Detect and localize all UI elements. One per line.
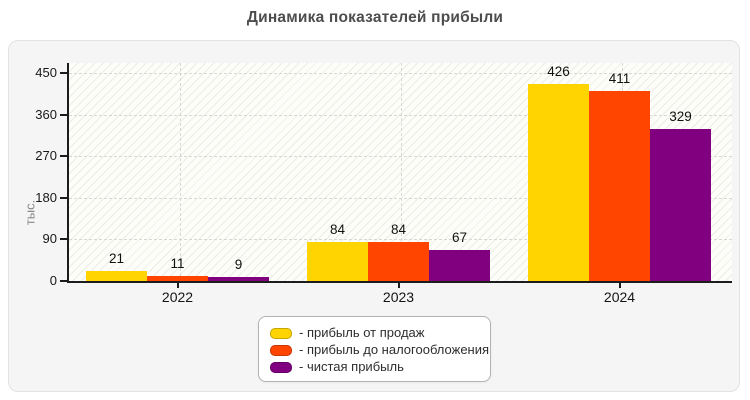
legend-label: - прибыль до налогообложения bbox=[299, 342, 490, 357]
gridline-v bbox=[400, 63, 402, 281]
legend-swatch-icon bbox=[270, 327, 292, 339]
legend-item: - чистая прибыль bbox=[270, 359, 479, 375]
legend-swatch-icon bbox=[270, 344, 292, 356]
legend-swatch-icon bbox=[270, 361, 292, 373]
legend-label: - чистая прибыль bbox=[299, 359, 404, 374]
plot-area bbox=[67, 63, 732, 283]
legend-label: - прибыль от продаж bbox=[299, 325, 425, 340]
gridline-v bbox=[179, 63, 181, 281]
legend-item: - прибыль до налогообложения bbox=[270, 342, 489, 358]
y-axis-label: тыс. bbox=[22, 199, 38, 226]
gridline-v bbox=[621, 63, 623, 281]
legend: - прибыль от продаж - прибыль до налогооб… bbox=[258, 316, 491, 382]
legend-item: - прибыль от продаж bbox=[270, 325, 479, 341]
chart-title: Динамика показателей прибыли bbox=[246, 9, 504, 26]
